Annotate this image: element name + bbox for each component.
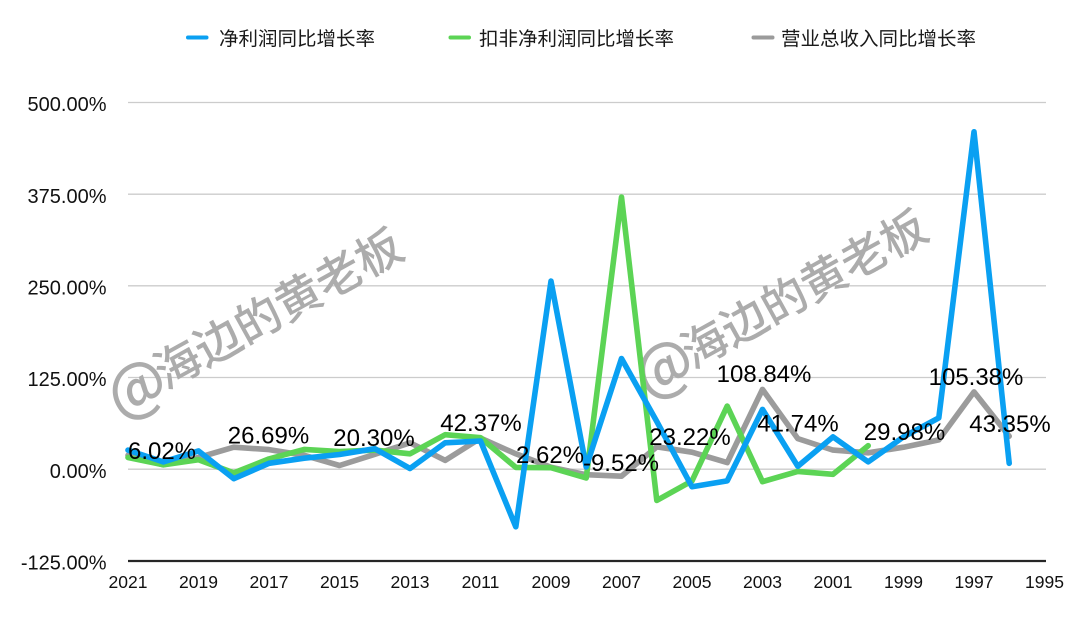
svg-text:41.74%: 41.74%	[757, 411, 838, 438]
svg-text:2011: 2011	[462, 572, 500, 592]
svg-text:0.00%: 0.00%	[50, 461, 107, 483]
svg-text:2021: 2021	[109, 572, 148, 592]
svg-text:250.00%: 250.00%	[28, 278, 107, 300]
svg-text:1995: 1995	[1025, 572, 1064, 592]
svg-text:-125.00%: -125.00%	[21, 553, 107, 575]
svg-text:2015: 2015	[320, 572, 359, 592]
svg-text:-9.52%: -9.52%	[583, 450, 659, 477]
svg-text:2009: 2009	[532, 572, 571, 592]
svg-text:2007: 2007	[602, 572, 641, 592]
svg-text:6.02%: 6.02%	[128, 438, 196, 465]
svg-text:43.35%: 43.35%	[969, 411, 1050, 438]
svg-text:2019: 2019	[179, 572, 218, 592]
svg-text:2017: 2017	[250, 572, 289, 592]
svg-text:20.30%: 20.30%	[333, 425, 414, 452]
svg-text:108.84%: 108.84%	[717, 361, 812, 388]
svg-text:42.37%: 42.37%	[440, 410, 521, 437]
svg-text:2001: 2001	[814, 572, 853, 592]
svg-text:2003: 2003	[743, 572, 782, 592]
svg-text:105.38%: 105.38%	[929, 364, 1024, 391]
svg-text:29.98%: 29.98%	[864, 419, 945, 446]
svg-text:26.69%: 26.69%	[228, 423, 309, 450]
svg-text:1999: 1999	[884, 572, 923, 592]
svg-text:2.62%: 2.62%	[516, 442, 584, 469]
svg-text:2005: 2005	[673, 572, 712, 592]
svg-text:125.00%: 125.00%	[28, 369, 107, 391]
svg-text:2013: 2013	[391, 572, 430, 592]
svg-text:375.00%: 375.00%	[28, 186, 107, 208]
svg-text:500.00%: 500.00%	[28, 94, 107, 116]
svg-text:1997: 1997	[955, 572, 994, 592]
svg-text:23.22%: 23.22%	[649, 424, 730, 451]
